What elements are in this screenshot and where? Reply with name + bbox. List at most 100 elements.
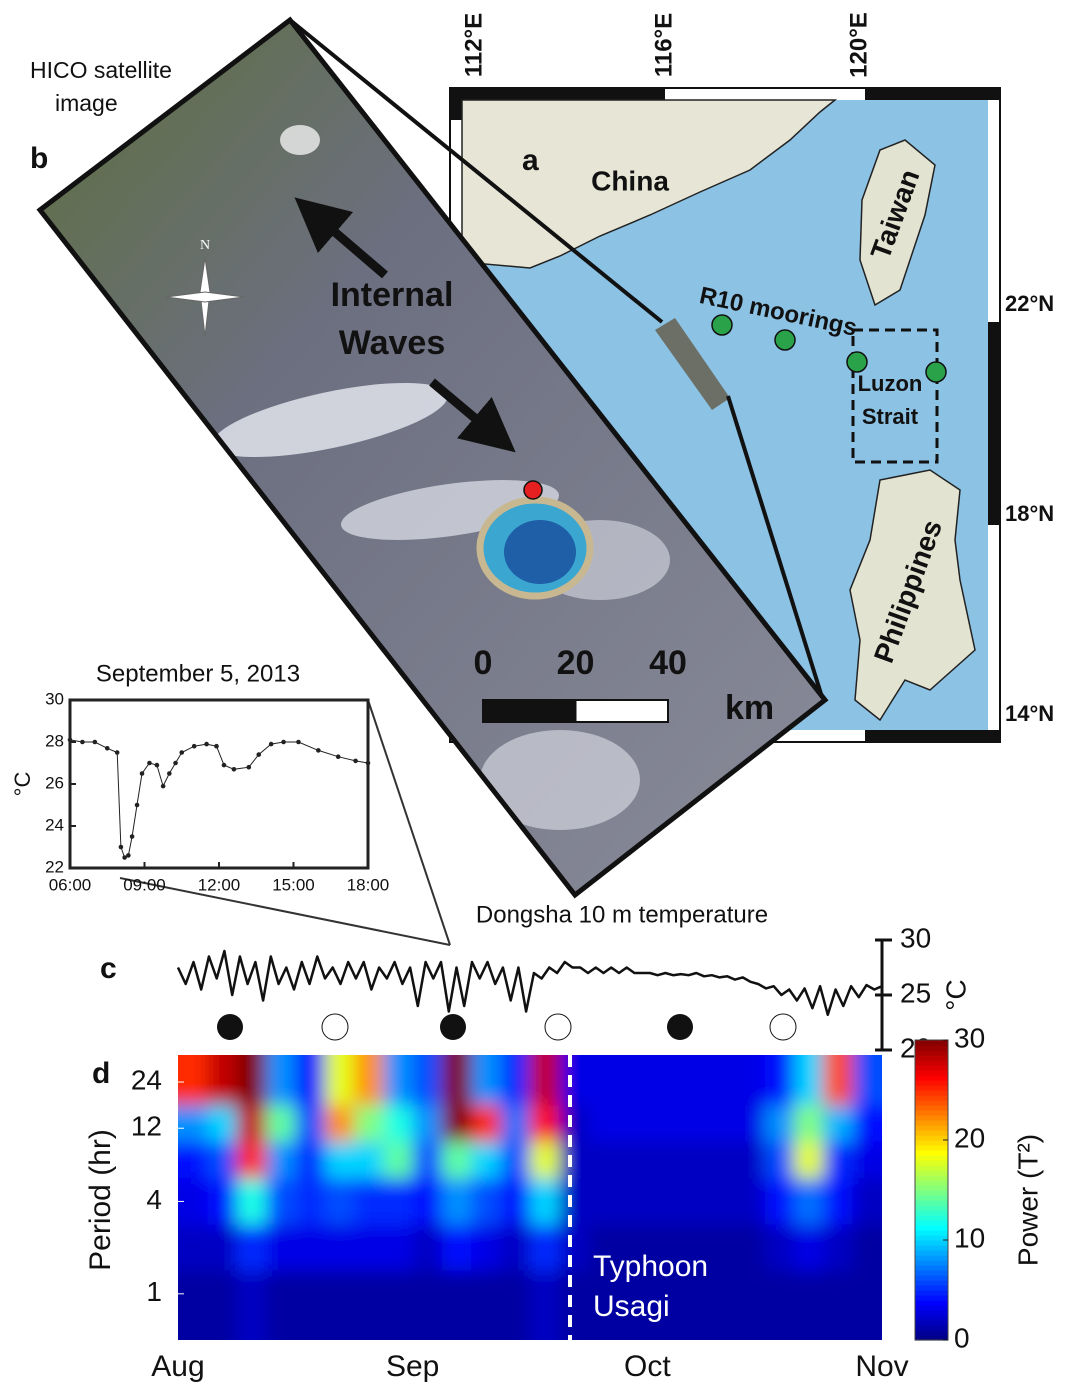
heatmap-cell [266,1142,296,1179]
data-point [155,763,160,768]
colorbar-step [915,1065,948,1071]
data-point [179,750,184,755]
heatmap-cell [207,1178,237,1225]
heatmap-cell [853,1178,923,1225]
heatmap-cell [501,1178,531,1225]
colorbar-step [915,1085,948,1091]
heatmap-cell [530,1142,560,1179]
frame-segment [450,88,462,120]
data-point [119,845,124,850]
lat-label: 18°N [1005,501,1054,526]
line-series [178,951,882,1015]
data-point [336,754,341,759]
heatmap-cell [530,1271,560,1381]
heatmap-cell [471,1178,501,1225]
moon-phase [667,1014,693,1040]
data-point [269,742,274,747]
caption: HICO satellite [30,57,172,83]
heatmap-cell [559,1142,589,1179]
x-tick-label: 06:00 [49,875,92,894]
colorbar-step [915,1140,948,1146]
colorbar-tick-label: 20 [954,1122,985,1153]
data-point [130,834,135,839]
y-tick-label: 28 [45,731,64,750]
moon-phase [217,1014,243,1040]
data-point [247,765,252,770]
colorbar-step [915,1250,948,1256]
colorbar-step [915,1100,948,1106]
map-label: Strait [862,404,919,429]
heatmap-cell [207,1142,237,1179]
heatmap-cell [442,1105,472,1142]
y-axis-label: °C [10,772,35,797]
heatmap-cell [794,1142,824,1179]
lat-label: 14°N [1005,701,1054,726]
colorbar-step [915,1215,948,1221]
chart-title: September 5, 2013 [96,660,300,687]
heatmap-cell [413,1142,443,1179]
heatmap-cell [559,1178,589,1225]
heatmap-cell [823,1142,853,1179]
heatmap-cell [295,1105,325,1142]
data-point [281,740,286,745]
heatmap-cell [471,1271,501,1381]
heatmap-cell [647,1142,677,1179]
annotation: Typhoon [593,1250,708,1283]
heatmap-cell [413,1225,443,1272]
colorbar-tick-label: 0 [954,1322,970,1353]
x-tick-label: 09:00 [123,875,166,894]
scale-unit: km [725,689,774,727]
data-point [353,759,358,764]
heatmap-cell [237,1271,267,1381]
heatmap-cell [442,1225,472,1272]
annotation: Waves [339,324,445,362]
scale-segment [576,700,669,722]
heatmap-cell [325,1142,355,1179]
map-label: China [591,165,669,196]
page: China Taiwan R10 moorings Luzon Strait P… [0,0,1087,1387]
colorbar-step [915,1320,948,1326]
heatmap-cell [677,1178,707,1225]
moon-phase [440,1014,466,1040]
colorbar-step [915,1200,948,1206]
colorbar-step [915,1195,948,1201]
colorbar-step [915,1270,948,1276]
panel-label: a [522,144,539,177]
heatmap-cell [383,1105,413,1142]
colorbar-step [915,1260,948,1266]
frame-segment [988,322,1000,525]
colorbar-step [915,1055,948,1061]
heatmap-cell [677,1271,707,1381]
colorbar-step [915,1155,948,1161]
colorbar-step [915,1325,948,1331]
heatmap-cell [823,1225,853,1272]
heatmap-cell [501,1142,531,1179]
colorbar-step [915,1275,948,1281]
heatmap-cell [442,1142,472,1179]
frame-segment [450,88,665,100]
colorbar-step [915,1330,948,1336]
data-point [147,761,152,766]
heatmap-cell [589,1015,619,1106]
lagoon [504,520,576,584]
y-tick-label: 22 [45,857,64,876]
colorbar-step [915,1310,948,1316]
heatmap-cell [295,1142,325,1179]
colorbar-step [915,1060,948,1066]
heatmap-cell [706,1105,736,1142]
heatmap-cell [765,1271,795,1381]
colorbar-step [915,1095,948,1101]
colorbar-step [915,1170,948,1176]
data-point [232,767,237,772]
compass-label: N [200,238,210,253]
heatmap-cell [589,1105,619,1142]
heatmap-cell [735,1271,765,1381]
station-marker [524,481,542,499]
heatmap-cells [138,1015,923,1381]
heatmap-cell [354,1225,384,1272]
y-tick-label: 30 [45,689,64,708]
colorbar-step [915,1315,948,1321]
heatmap-cell [383,1015,413,1106]
heatmap-cell [735,1178,765,1225]
colorbar-step [915,1300,948,1306]
